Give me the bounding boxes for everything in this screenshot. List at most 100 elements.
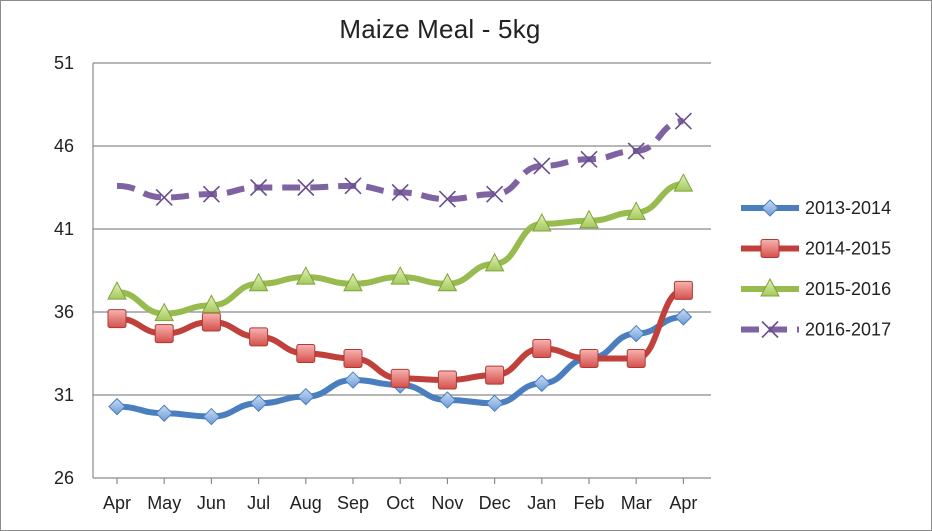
- y-tick-label: 31: [54, 385, 74, 405]
- x-marker-stroke: [344, 177, 362, 195]
- x-marker: [580, 150, 598, 168]
- series-2015-2016: [107, 173, 694, 322]
- diamond-marker: [674, 308, 693, 326]
- y-tick-label: 51: [54, 53, 74, 73]
- y-tick-label: 36: [54, 302, 74, 322]
- x-tick-label: Jan: [527, 493, 556, 513]
- x-marker: [627, 142, 645, 160]
- x-tick-label: Jun: [197, 493, 226, 513]
- diamond-marker: [533, 374, 551, 393]
- square-marker: [201, 312, 221, 332]
- chart-title: Maize Meal - 5kg: [339, 14, 541, 44]
- triangle-marker: [154, 302, 175, 322]
- diamond-marker: [155, 404, 173, 422]
- x-marker-stroke: [391, 183, 409, 202]
- triangle-marker: [390, 266, 411, 285]
- x-marker-stroke: [674, 112, 692, 130]
- square-marker: [343, 348, 363, 368]
- triangle-marker: [531, 212, 552, 232]
- diamond-marker: [761, 199, 779, 217]
- triangle-marker: [248, 272, 269, 292]
- legend-label: 2014-2015: [805, 239, 891, 259]
- triangle-marker: [626, 201, 647, 220]
- x-marker: [486, 185, 504, 203]
- triangle-marker: [107, 281, 127, 300]
- x-marker: [344, 177, 362, 195]
- x-marker: [250, 178, 268, 197]
- diamond-marker: [249, 394, 268, 413]
- x-tick-label: Aug: [290, 493, 322, 513]
- square-marker: [437, 370, 457, 390]
- axes: 26 31 36 41 46 51 Apr May Jun Jul Aug Sep Oct Nov Dec J…: [54, 53, 697, 513]
- x-tick-label: May: [147, 493, 181, 513]
- diamond-marker: [344, 371, 362, 389]
- square-marker: [107, 309, 127, 329]
- x-tick-label: Dec: [479, 493, 511, 513]
- x-marker-stroke: [202, 185, 220, 203]
- x-marker-stroke: [438, 190, 456, 208]
- x-tick-label: Feb: [573, 493, 604, 513]
- legend-item: 2014-2015: [741, 239, 891, 259]
- series-line: [114, 181, 687, 317]
- x-tick-label: Mar: [621, 493, 652, 513]
- legend: 2013-2014 2014-2015 2015-2016 2016-2017: [741, 198, 891, 340]
- x-tick-label: Apr: [103, 493, 131, 513]
- y-tick-label: 41: [54, 219, 74, 239]
- x-marker: [297, 178, 315, 197]
- triangle-marker: [760, 277, 780, 297]
- series-line: [116, 118, 684, 203]
- x-marker-stroke: [580, 150, 598, 168]
- square-marker: [154, 324, 174, 344]
- x-marker: [391, 183, 409, 202]
- diamond-marker: [627, 324, 645, 343]
- x-marker-stroke: [533, 157, 551, 175]
- square-marker: [390, 368, 410, 388]
- square-marker: [626, 348, 646, 368]
- x-marker-stroke: [486, 185, 504, 203]
- diamond-marker: [438, 391, 457, 409]
- series-2016-2017: [116, 112, 692, 208]
- x-marker-stroke: [761, 320, 779, 339]
- gridlines: [93, 62, 711, 479]
- square-marker: [485, 365, 505, 385]
- x-marker-stroke: [155, 188, 173, 207]
- diamond-marker: [297, 387, 315, 406]
- x-tick-label: Jul: [247, 493, 270, 513]
- x-marker: [761, 320, 779, 339]
- legend-label: 2016-2017: [805, 320, 891, 340]
- legend-label: 2015-2016: [805, 279, 891, 299]
- x-marker: [155, 188, 173, 207]
- legend-item: 2016-2017: [741, 320, 891, 340]
- diamond-marker: [485, 394, 504, 413]
- x-marker-stroke: [250, 178, 268, 197]
- square-marker: [579, 348, 599, 368]
- triangle-marker: [343, 272, 363, 292]
- x-tick-label: Sep: [337, 493, 369, 513]
- square-marker: [760, 239, 780, 258]
- x-tick-label: Oct: [386, 493, 414, 513]
- diamond-marker: [108, 397, 126, 416]
- x-marker-stroke: [627, 142, 645, 160]
- square-marker: [296, 344, 316, 363]
- x-marker-stroke: [297, 178, 315, 197]
- x-tick-label: Nov: [431, 493, 463, 513]
- triangle-marker: [673, 173, 694, 192]
- triangle-marker: [579, 209, 599, 229]
- triangle-marker: [437, 272, 458, 292]
- legend-label: 2013-2014: [805, 198, 891, 218]
- y-tick-label: 46: [54, 136, 74, 156]
- legend-item: 2013-2014: [741, 198, 891, 218]
- triangle-marker: [295, 266, 316, 285]
- triangle-marker: [201, 294, 222, 313]
- diamond-marker: [202, 407, 221, 426]
- triangle-marker: [484, 252, 505, 272]
- series-line: [114, 313, 687, 420]
- legend-item: 2015-2016: [741, 277, 891, 299]
- series-lines: [107, 112, 694, 426]
- square-marker: [673, 280, 693, 300]
- x-marker: [202, 185, 220, 203]
- series-2014-2015: [107, 280, 693, 390]
- square-marker: [532, 339, 552, 359]
